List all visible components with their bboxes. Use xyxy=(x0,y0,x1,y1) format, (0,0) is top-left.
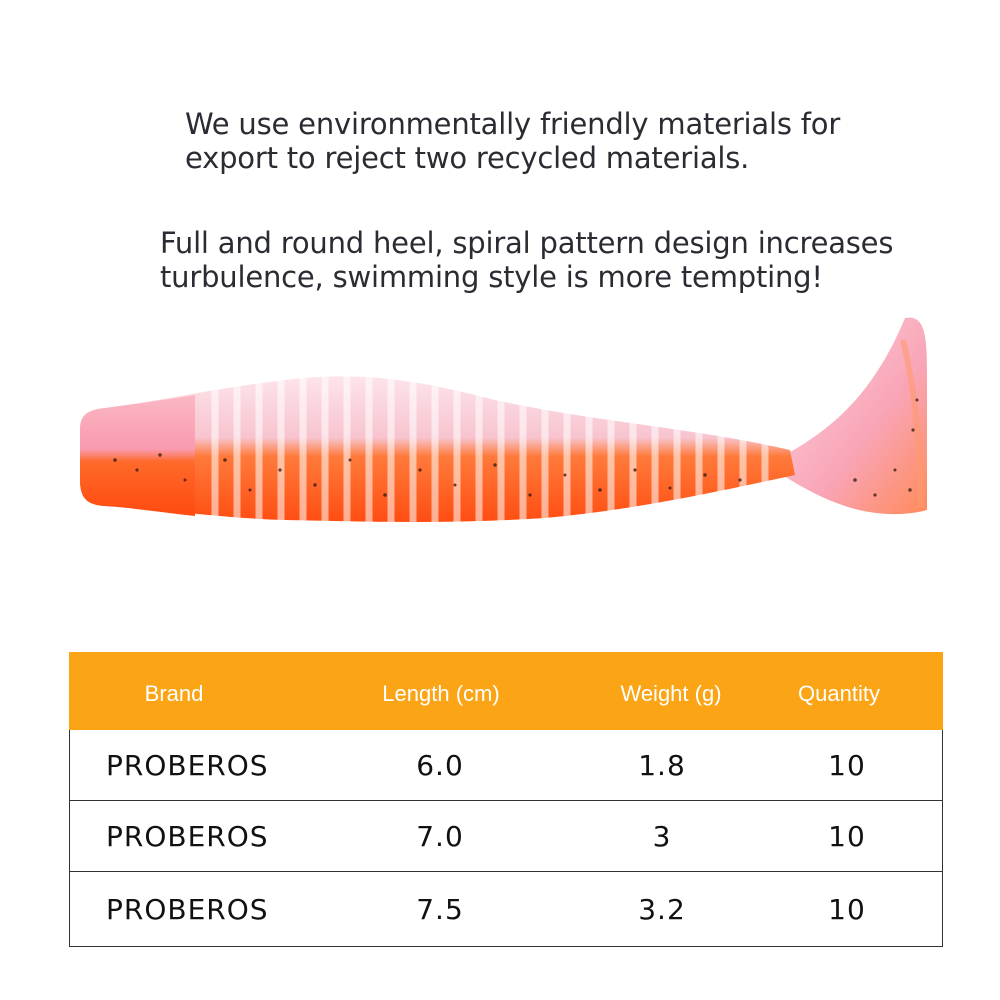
spec-table-header: Brand Length (cm) Weight (g) Quantity xyxy=(69,652,943,730)
brand-cell: PROBEROS xyxy=(106,748,269,782)
header-weight: Weight (g) xyxy=(620,681,722,706)
quantity-cell: 10 xyxy=(828,748,866,782)
header-brand: Brand xyxy=(144,681,204,706)
lure-glitter xyxy=(113,398,919,497)
weight-cell: 1.8 xyxy=(638,748,686,782)
table-row: PROBEROS 7.0 3 10 xyxy=(70,801,942,872)
materials-line-2: export to reject two recycled materials. xyxy=(185,141,750,175)
table-row: PROBEROS 6.0 1.8 10 xyxy=(70,730,942,801)
length-cell: 7.5 xyxy=(416,892,464,926)
soft-lure-image xyxy=(80,317,927,526)
header-quantity: Quantity xyxy=(798,681,880,706)
brand-cell: PROBEROS xyxy=(106,819,269,853)
table-row: PROBEROS 7.5 3.2 10 xyxy=(70,872,942,946)
materials-line-1: We use environmentally friendly material… xyxy=(185,107,841,141)
spec-table: Brand Length (cm) Weight (g) Quantity PR… xyxy=(69,652,943,947)
weight-cell: 3.2 xyxy=(638,892,686,926)
brand-cell: PROBEROS xyxy=(106,892,269,926)
weight-cell: 3 xyxy=(652,819,672,853)
length-cell: 6.0 xyxy=(416,748,464,782)
design-line-1: Full and round heel, spiral pattern desi… xyxy=(160,226,894,260)
materials-description: We use environmentally friendly material… xyxy=(185,107,885,175)
lure-tail xyxy=(775,317,927,515)
quantity-cell: 10 xyxy=(828,892,866,926)
length-cell: 7.0 xyxy=(416,819,464,853)
design-description: Full and round heel, spiral pattern desi… xyxy=(160,226,920,294)
header-length: Length (cm) xyxy=(382,681,500,706)
quantity-cell: 10 xyxy=(828,819,866,853)
lure-ribs xyxy=(211,374,769,526)
lure-head xyxy=(80,395,195,516)
design-line-2: turbulence, swimming style is more tempt… xyxy=(160,260,823,294)
